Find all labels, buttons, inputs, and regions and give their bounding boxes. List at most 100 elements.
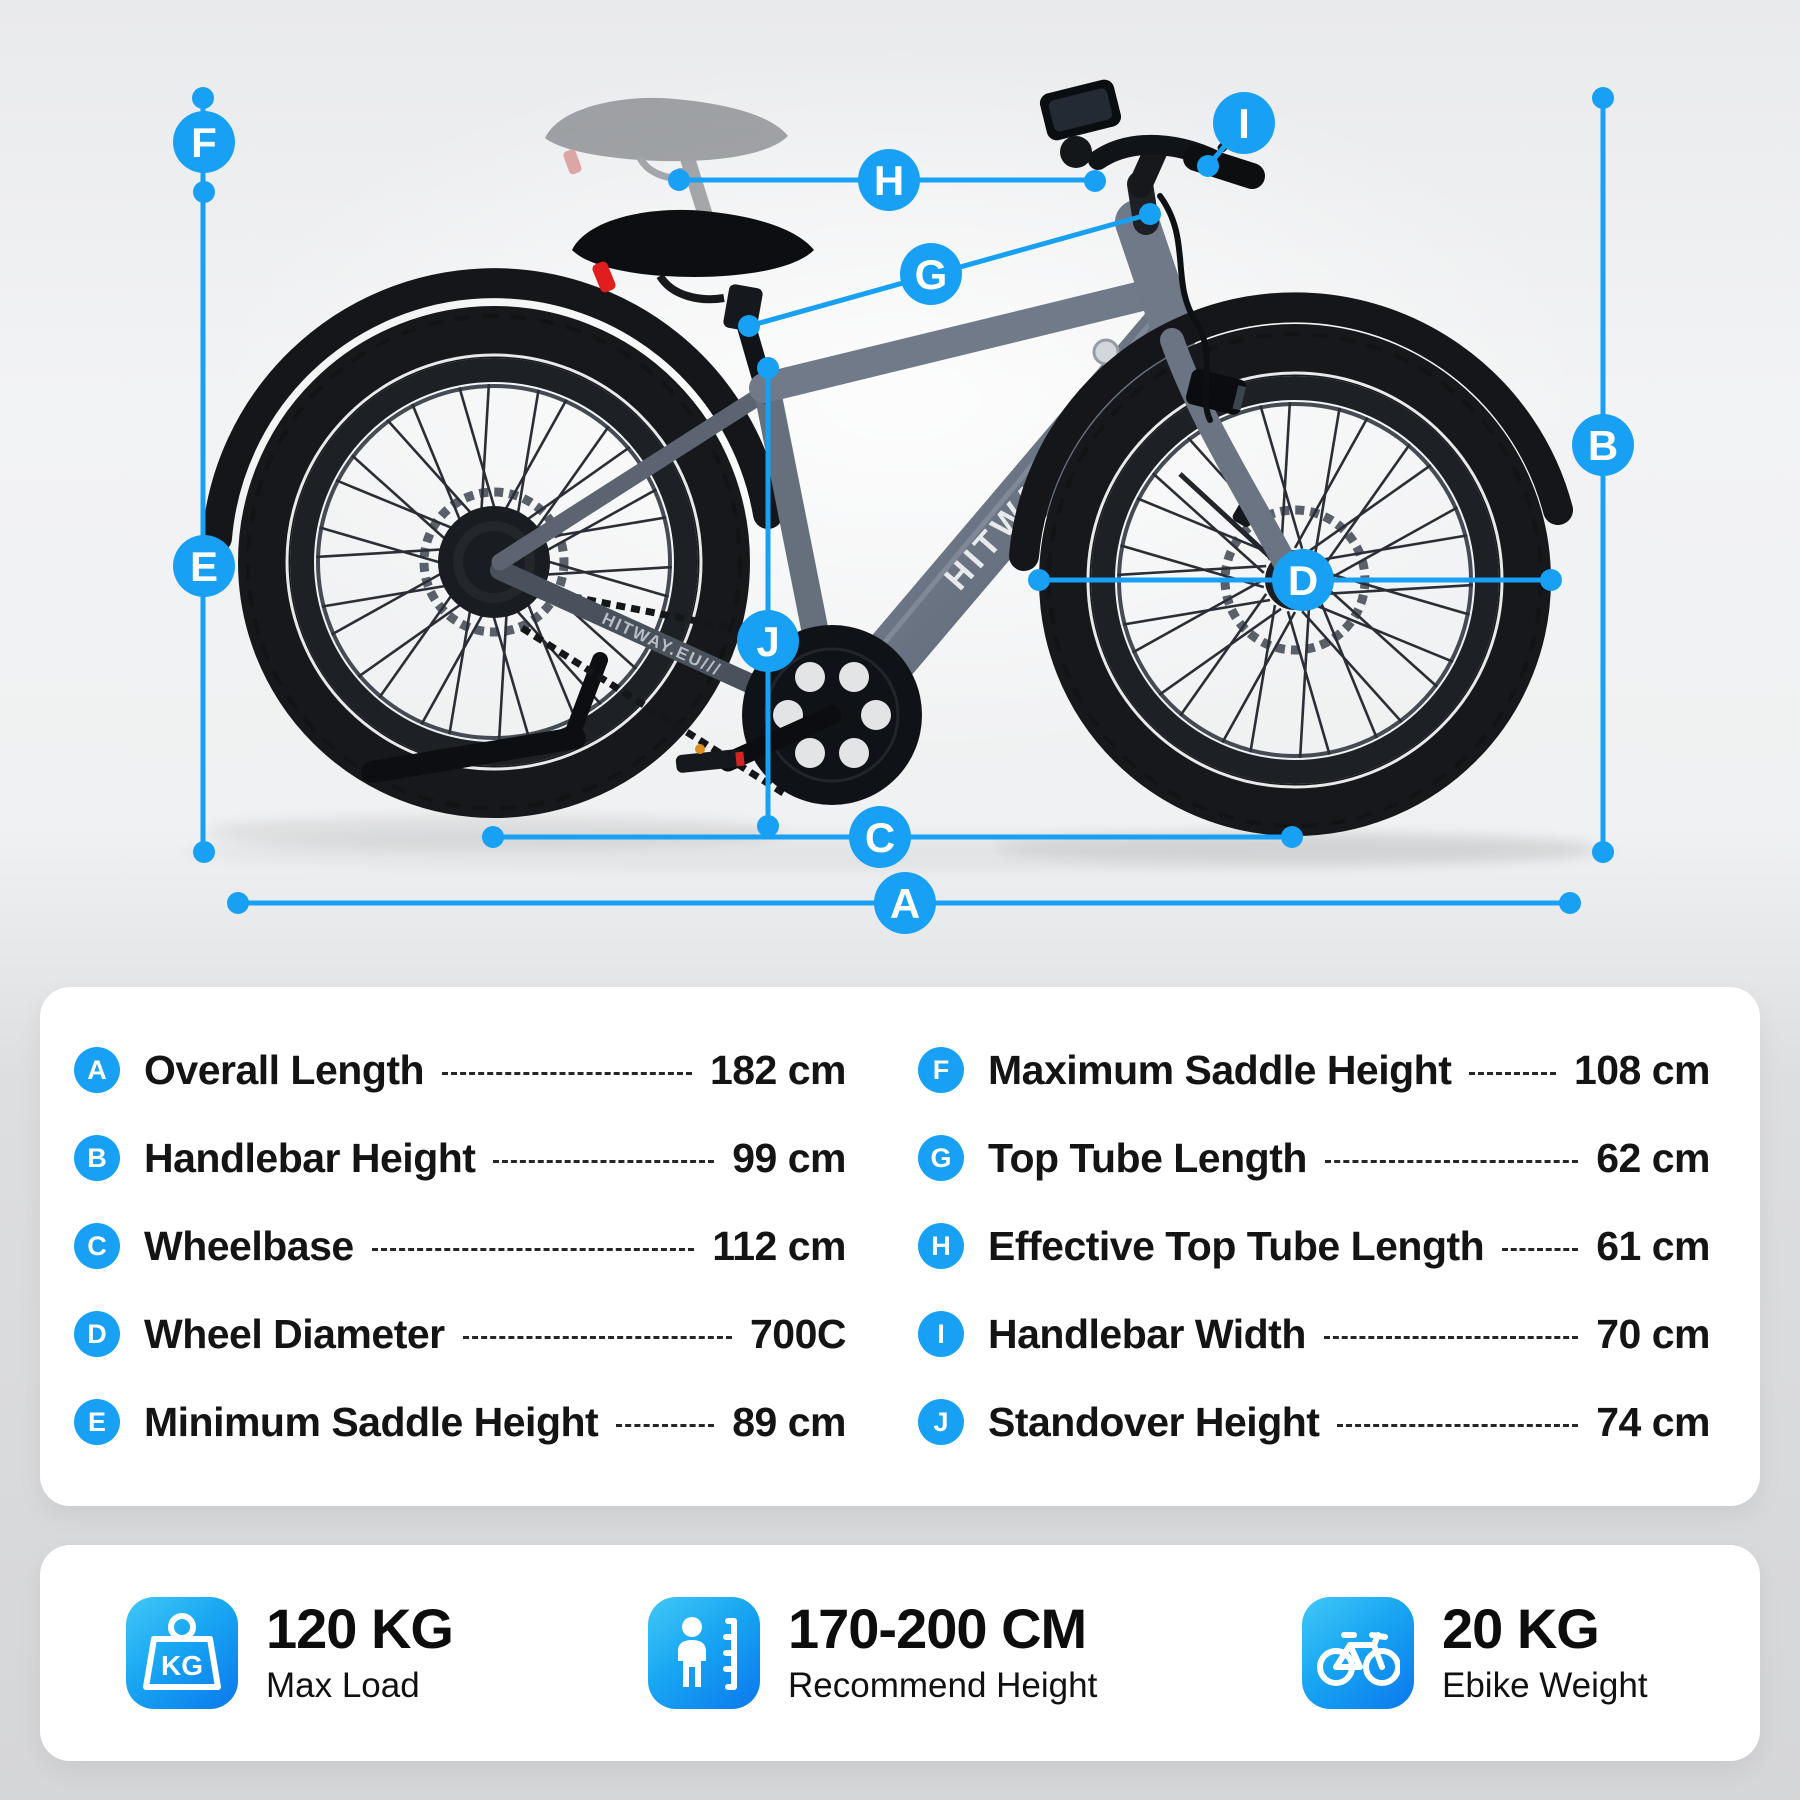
tail-light: [592, 261, 616, 293]
spec-value: 89 cm: [732, 1398, 846, 1445]
letter-badge-J: J: [918, 1399, 964, 1445]
stem: [1128, 138, 1168, 198]
head-tube: [1115, 200, 1197, 356]
headlight: [1185, 369, 1247, 415]
spec-value: 108 cm: [1573, 1046, 1711, 1093]
spec-panel: A Overall Length 182 cm B Handlebar Heig…: [40, 987, 1760, 1506]
dotted-leader: [371, 1247, 695, 1251]
spec-label: Top Tube Length: [988, 1134, 1307, 1181]
svg-text:B: B: [1588, 422, 1618, 469]
svg-text:J: J: [756, 618, 779, 665]
marker-I: [1213, 92, 1275, 154]
spec-row-handlebar-height: B Handlebar Height 99 cm: [74, 1114, 846, 1202]
letter-badge-B: B: [74, 1135, 120, 1181]
marker-F: [173, 111, 235, 173]
svg-text:I: I: [1238, 100, 1250, 147]
letter-badge-D: D: [74, 1311, 120, 1357]
measure-C: C: [482, 806, 1303, 868]
max-load-value: 120 KG: [266, 1597, 454, 1661]
dotted-leader: [462, 1335, 732, 1339]
spec-label: Maximum Saddle Height: [988, 1046, 1452, 1093]
svg-text:G: G: [915, 251, 948, 298]
spec-row-top-tube-length: G Top Tube Length 62 cm: [918, 1114, 1710, 1202]
spec-label: Effective Top Tube Length: [988, 1222, 1485, 1269]
display-screen: [1039, 79, 1122, 141]
rear-fender: [202, 268, 783, 553]
svg-text:KG: KG: [161, 1650, 203, 1681]
weight-kg-icon: KG: [126, 1597, 238, 1709]
dotted-leader: [1324, 1159, 1579, 1163]
spec-row-effective-top-tube-length: H Effective Top Tube Length 61 cm: [918, 1202, 1710, 1290]
spec-value: 182 cm: [709, 1046, 847, 1093]
spec-label: Handlebar Width: [988, 1310, 1306, 1357]
max-load-label: Max Load: [266, 1665, 420, 1705]
dotted-leader: [1323, 1335, 1579, 1339]
measure-F-E: F E: [173, 87, 235, 863]
spec-label: Handlebar Height: [144, 1134, 476, 1181]
badge-ebike-weight: 20 KG Ebike Weight: [1302, 1597, 1648, 1709]
spec-value: 70 cm: [1596, 1310, 1710, 1357]
marker-B: [1572, 414, 1634, 476]
svg-text:H: H: [874, 157, 904, 204]
spec-label: Overall Length: [144, 1046, 425, 1093]
measure-A: A: [227, 872, 1581, 934]
measure-G: G: [738, 203, 1161, 337]
svg-text:E: E: [190, 543, 218, 590]
spec-value: 700C: [749, 1310, 847, 1357]
measure-I: I: [1197, 92, 1275, 177]
spec-value: 99 cm: [732, 1134, 846, 1181]
bicycle-icon: [1302, 1597, 1414, 1709]
letter-badge-I: I: [918, 1311, 964, 1357]
spec-row-overall-length: A Overall Length 182 cm: [74, 1026, 847, 1114]
letter-badge-G: G: [918, 1135, 964, 1181]
letter-badge-E: E: [74, 1399, 120, 1445]
marker-D: [1272, 549, 1334, 611]
seat-stay: [491, 383, 775, 571]
bell: [1060, 136, 1092, 168]
measurement-overlay: F E B H G: [173, 87, 1634, 934]
recommend-height-label: Recommend Height: [788, 1665, 1098, 1705]
badge-max-load: KG 120 KG Max Load: [126, 1597, 454, 1709]
svg-text:F: F: [191, 119, 217, 166]
spec-column-left: A Overall Length 182 cm B Handlebar Heig…: [74, 1026, 847, 1466]
spec-value: 74 cm: [1596, 1398, 1710, 1445]
height-person-icon: [648, 1597, 760, 1709]
measure-B: B: [1572, 87, 1634, 863]
svg-text:D: D: [1288, 557, 1318, 604]
measure-H: H: [668, 149, 1106, 211]
ebike-weight-label: Ebike Weight: [1442, 1665, 1648, 1705]
marker-E: [173, 535, 235, 597]
marker-J: [737, 610, 799, 672]
brake-cable: [1157, 193, 1213, 423]
kickstand: [361, 652, 608, 783]
dotted-leader: [1502, 1247, 1579, 1251]
spec-label: Standover Height: [988, 1398, 1320, 1445]
top-tube: [749, 279, 1165, 403]
letter-badge-F: F: [918, 1047, 964, 1093]
spec-row-handlebar-width: I Handlebar Width 70 cm: [918, 1290, 1710, 1378]
badge-recommend-height: 170-200 CM Recommend Height: [648, 1597, 1097, 1709]
spec-label: Minimum Saddle Height: [144, 1398, 599, 1445]
spec-value: 112 cm: [712, 1222, 846, 1269]
marker-A: [874, 872, 936, 934]
marker-G: [900, 243, 962, 305]
letter-badge-C: C: [74, 1223, 120, 1269]
fork: [1160, 328, 1305, 590]
spec-row-wheel-diameter: D Wheel Diameter 700C: [74, 1290, 847, 1378]
spec-value: 61 cm: [1596, 1222, 1710, 1269]
measure-D: D: [1028, 549, 1562, 611]
marker-C: [849, 806, 911, 868]
spec-column-right: F Maximum Saddle Height 108 cm G Top Tub…: [918, 1026, 1711, 1466]
svg-text:A: A: [890, 880, 920, 927]
spec-label: Wheelbase: [144, 1222, 354, 1269]
recommend-height-value: 170-200 CM: [788, 1597, 1087, 1661]
marker-H: [858, 149, 920, 211]
spec-label: Wheel Diameter: [144, 1310, 445, 1357]
bike-dimension-diagram: HITWAY HITWAY.EU///: [173, 79, 1634, 934]
dotted-leader: [1469, 1071, 1556, 1075]
spec-row-standover-height: J Standover Height 74 cm: [918, 1378, 1710, 1466]
dotted-leader: [493, 1159, 715, 1163]
dotted-leader: [442, 1071, 692, 1075]
rear-wheel: [248, 316, 740, 808]
ebike-weight-value: 20 KG: [1442, 1597, 1600, 1661]
